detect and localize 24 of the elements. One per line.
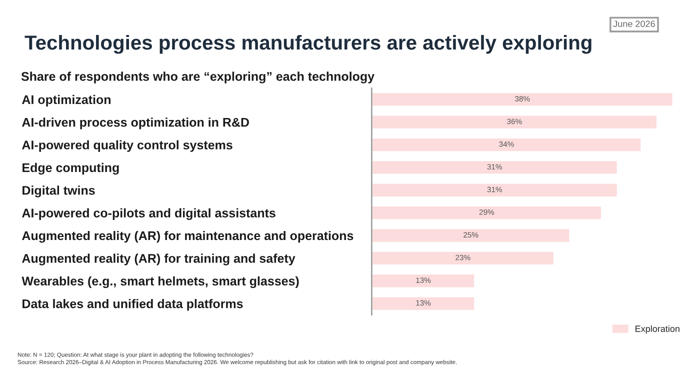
bar xyxy=(372,114,658,130)
bar xyxy=(372,182,618,198)
y-tick-label: AI-powered quality control systems xyxy=(22,140,232,152)
y-tick-label: Data lakes and unified data platforms xyxy=(22,299,243,311)
bar xyxy=(372,296,476,312)
y-tick-label: AI-driven process optimization in R&D xyxy=(22,118,249,130)
y-tick-label: Augmented reality (AR) for training and safety xyxy=(22,254,296,266)
bar xyxy=(372,137,642,153)
bar xyxy=(372,92,674,108)
y-tick-label: AI-powered co-pilots and digital assistants xyxy=(22,208,276,220)
bar xyxy=(372,228,571,244)
bar xyxy=(372,205,602,221)
y-tick-label: Edge computing xyxy=(22,162,119,175)
bar xyxy=(372,160,618,176)
legend-label: Exploration xyxy=(636,325,680,334)
y-tick-label: Wearables (e.g., smart helmets, smart glasses) xyxy=(22,276,299,288)
text: Share of respondents who are “exploring” each technology xyxy=(21,72,374,84)
bar xyxy=(372,250,555,266)
y-tick-label: AI optimization xyxy=(22,94,110,107)
text: June 2026 xyxy=(613,20,655,28)
bar xyxy=(372,273,476,289)
chart-title: Technologies process manufacturers are actively exploring xyxy=(24,34,592,54)
y-tick-label: Augmented reality (AR) for maintenance and operations xyxy=(22,230,354,243)
y-tick-label: Digital twins xyxy=(22,186,95,198)
